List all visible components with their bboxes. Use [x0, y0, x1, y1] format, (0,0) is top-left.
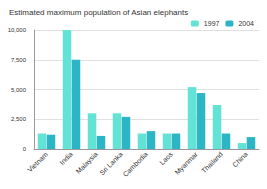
svg-text:India: India [58, 150, 74, 166]
svg-text:Sri Lanka: Sri Lanka [98, 150, 124, 176]
svg-text:0: 0 [23, 146, 27, 152]
svg-text:China: China [231, 150, 249, 168]
svg-text:Vietnam: Vietnam [26, 150, 49, 173]
svg-text:2004: 2004 [238, 20, 254, 27]
svg-text:Thailand: Thailand [200, 150, 224, 174]
svg-text:1997: 1997 [204, 20, 220, 27]
svg-text:7,500: 7,500 [11, 57, 27, 63]
svg-text:Cambodia: Cambodia [122, 150, 150, 178]
svg-text:Malaysia: Malaysia [75, 150, 100, 175]
svg-text:10,000: 10,000 [8, 27, 27, 33]
svg-text:Laos: Laos [158, 150, 174, 166]
svg-text:Myanmar: Myanmar [173, 150, 200, 177]
svg-text:Estimated maximum population o: Estimated maximum population of Asian el… [9, 8, 188, 17]
svg-text:5,000: 5,000 [11, 87, 27, 93]
svg-text:2,500: 2,500 [11, 116, 27, 122]
